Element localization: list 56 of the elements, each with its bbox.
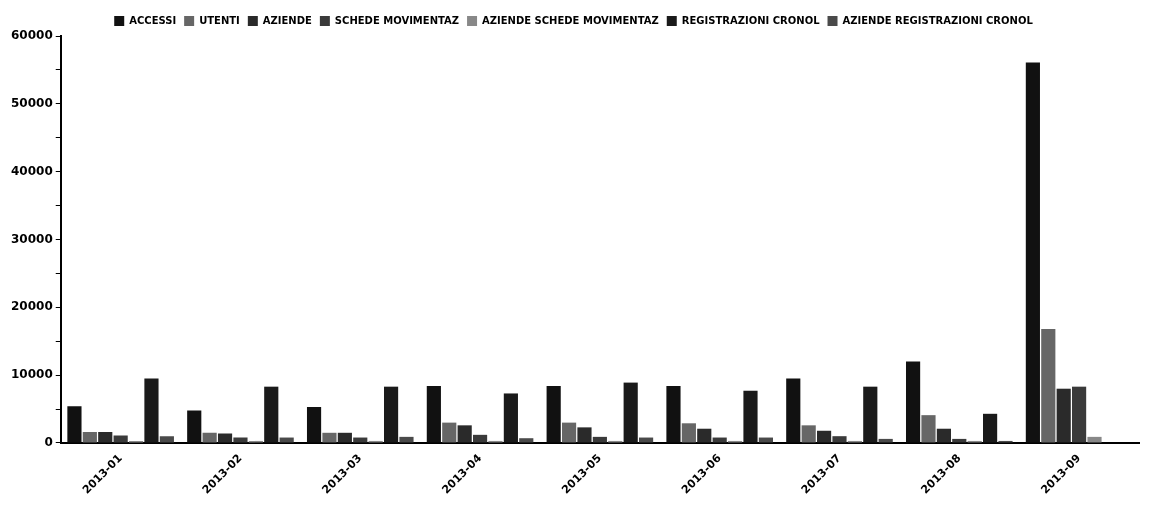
bar xyxy=(202,432,217,443)
legend-label: AZIENDE REGISTRAZIONI CRONOL xyxy=(842,14,1034,26)
bar xyxy=(399,436,414,443)
bar xyxy=(832,436,847,443)
bar xyxy=(817,430,832,443)
bar xyxy=(786,378,801,443)
bar xyxy=(82,432,97,443)
bar xyxy=(983,413,998,443)
bar xyxy=(623,382,638,443)
bar xyxy=(921,415,936,443)
bar xyxy=(681,423,696,443)
bar xyxy=(383,386,399,443)
bar xyxy=(306,407,322,443)
bar xyxy=(322,432,337,443)
bar xyxy=(561,422,577,443)
bar xyxy=(337,432,352,443)
bar xyxy=(217,433,233,443)
bar xyxy=(159,436,174,443)
legend-label: REGISTRAZIONI CRONOL xyxy=(681,14,821,26)
bar xyxy=(67,406,82,443)
bar xyxy=(1025,62,1040,443)
bar xyxy=(503,393,518,443)
bar xyxy=(1056,388,1071,443)
bar xyxy=(743,390,758,443)
y-tick-label: 60000 xyxy=(11,28,53,43)
bar xyxy=(936,428,951,443)
y-tick-label: 40000 xyxy=(11,163,53,178)
bar xyxy=(546,385,561,443)
legend-label: AZIENDE SCHEDE MOVIMENTAZ xyxy=(482,14,659,26)
bar xyxy=(801,425,816,443)
y-tick-label: 10000 xyxy=(11,367,53,382)
y-tick-label: 50000 xyxy=(11,95,53,110)
bar xyxy=(98,432,113,443)
bar xyxy=(1087,436,1102,443)
bar xyxy=(426,385,441,443)
y-tick-label: 20000 xyxy=(11,299,53,314)
bar xyxy=(457,425,472,443)
bar xyxy=(863,386,878,443)
bar xyxy=(577,427,592,443)
bar xyxy=(442,422,457,443)
bar xyxy=(519,438,534,443)
legend-label: SCHEDE MOVIMENTAZ xyxy=(334,14,460,26)
legend-label: AZIENDE xyxy=(262,14,313,26)
y-tick-label: 0 xyxy=(44,435,53,450)
bar xyxy=(697,428,712,443)
bar xyxy=(1041,329,1056,443)
bar xyxy=(187,410,202,443)
bar xyxy=(906,361,921,443)
bar xyxy=(264,386,279,443)
legend-label: UTENTI xyxy=(199,14,240,26)
bar xyxy=(472,434,488,443)
bar xyxy=(666,385,681,443)
y-tick-label: 30000 xyxy=(11,231,53,246)
bar xyxy=(144,378,159,443)
legend-label: ACCESSI xyxy=(129,14,177,26)
bar xyxy=(1072,386,1087,443)
